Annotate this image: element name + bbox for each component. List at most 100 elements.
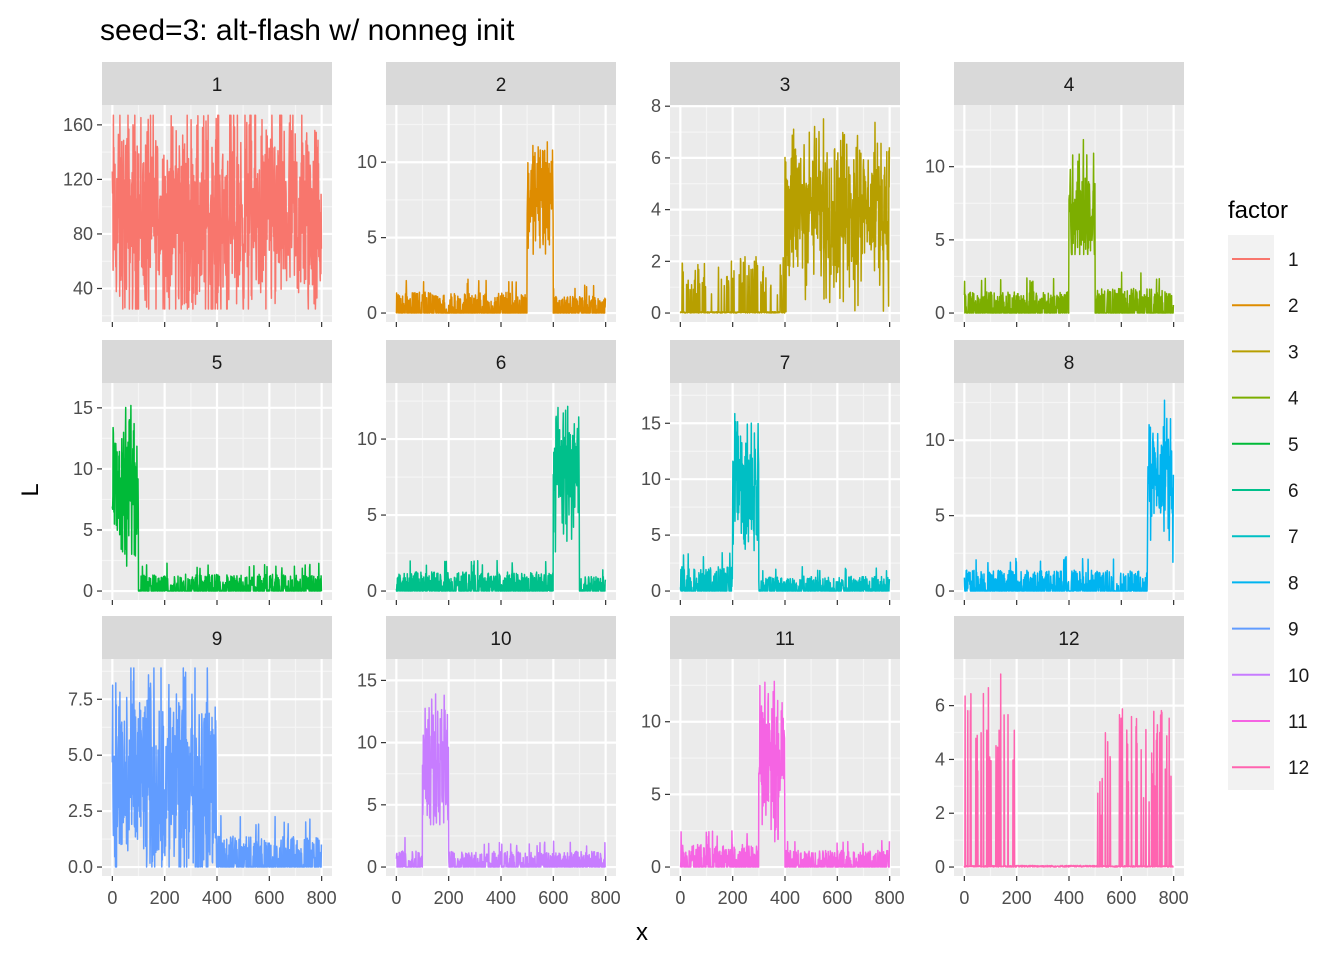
y-tick-label: 6 [935, 696, 945, 716]
legend-label: 3 [1288, 342, 1299, 363]
y-tick-label: 0 [651, 581, 661, 601]
facet-strip [102, 616, 332, 659]
facet-strip-label: 6 [496, 353, 507, 374]
facet-strip-label: 11 [775, 629, 795, 650]
legend-item-10: 10 [1232, 666, 1309, 687]
y-tick-label: 160 [63, 115, 93, 135]
x-tick-label: 0 [107, 888, 117, 908]
legend-item-6: 6 [1232, 481, 1299, 502]
x-tick-label: 400 [486, 888, 516, 908]
y-tick-label: 5.0 [68, 745, 93, 765]
y-tick-label: 5 [367, 795, 377, 815]
y-tick-label: 10 [641, 469, 661, 489]
x-tick-label: 200 [434, 888, 464, 908]
y-tick-label: 15 [73, 398, 93, 418]
facet-strip-label: 3 [780, 75, 791, 96]
y-tick-label: 10 [641, 712, 661, 732]
y-tick-label: 4 [935, 749, 945, 769]
facet-strip [670, 616, 900, 659]
series-line-factor-8 [963, 399, 1175, 592]
y-tick-label: 10 [73, 459, 93, 479]
legend-label: 7 [1288, 527, 1299, 548]
y-tick-label: 120 [63, 169, 93, 189]
facet-panel-11: 11 0 5 10 0 200 400 600 800 [641, 616, 905, 908]
x-tick-label: 400 [770, 888, 800, 908]
series-line-factor-7 [679, 412, 891, 592]
y-tick-label: 5 [651, 525, 661, 545]
x-tick-label: 600 [538, 888, 568, 908]
legend-item-5: 5 [1232, 435, 1299, 456]
legend-label: 1 [1288, 250, 1299, 271]
y-tick-label: 5 [935, 230, 945, 250]
x-tick-label: 200 [718, 888, 748, 908]
x-axis-title: x [636, 919, 648, 946]
legend-label: 6 [1288, 481, 1299, 502]
series-line-factor-5 [111, 404, 323, 592]
y-tick-label: 5 [651, 784, 661, 804]
x-tick-label: 0 [391, 888, 401, 908]
y-tick-label: 6 [651, 148, 661, 168]
x-tick-label: 800 [875, 888, 905, 908]
x-tick-label: 200 [150, 888, 180, 908]
facet-strip [102, 340, 332, 383]
x-tick-label: 800 [307, 888, 337, 908]
series-line-factor-9 [111, 667, 323, 868]
facet-strip [954, 62, 1184, 105]
y-tick-label: 0 [935, 303, 945, 323]
legend-item-2: 2 [1232, 296, 1299, 317]
y-tick-label: 15 [357, 670, 377, 690]
x-tick-label: 600 [254, 888, 284, 908]
legend-item-11: 11 [1232, 712, 1308, 733]
chart-title: seed=3: alt-flash w/ nonneg init [100, 14, 515, 47]
series-line-factor-2 [395, 141, 607, 314]
facet-panels: 1408012016020510302468405105051015605107… [63, 62, 1189, 908]
x-tick-label: 400 [1054, 888, 1084, 908]
series-line-factor-3 [679, 118, 891, 314]
y-axis-title: L [17, 483, 44, 496]
legend-item-7: 7 [1232, 527, 1299, 548]
legend-item-3: 3 [1232, 342, 1299, 363]
facet-strip [670, 340, 900, 383]
facet-strip-label: 2 [496, 75, 507, 96]
x-tick-label: 600 [1106, 888, 1136, 908]
y-tick-label: 4 [651, 200, 661, 220]
y-tick-label: 10 [357, 152, 377, 172]
y-tick-label: 5 [935, 506, 945, 526]
series-line-factor-11 [679, 680, 891, 868]
facet-strip [954, 616, 1184, 659]
legend-item-1: 1 [1232, 250, 1299, 271]
y-tick-label: 2 [651, 251, 661, 271]
facet-strip [102, 62, 332, 105]
facet-strip-label: 7 [780, 353, 791, 374]
facet-panel-6: 6 0 5 10 [357, 340, 616, 605]
y-tick-label: 0 [367, 303, 377, 323]
legend-title: factor [1228, 197, 1288, 224]
y-tick-label: 10 [357, 429, 377, 449]
y-tick-label: 0 [83, 581, 93, 601]
y-tick-label: 40 [73, 278, 93, 298]
facet-panel-5: 5 0 5 10 15 [73, 340, 332, 605]
facet-panel-1: 1 40 80 120 160 [63, 62, 332, 327]
y-tick-label: 15 [641, 413, 661, 433]
facet-strip-label: 8 [1064, 353, 1075, 374]
y-tick-label: 0 [935, 581, 945, 601]
series-line-factor-6 [395, 405, 607, 592]
x-tick-label: 0 [675, 888, 685, 908]
series-line-factor-1 [111, 114, 323, 310]
x-tick-label: 400 [202, 888, 232, 908]
facet-panel-2: 2 0 5 10 [357, 62, 616, 327]
y-tick-label: 0 [651, 857, 661, 877]
legend-key-panel [1228, 235, 1274, 790]
facet-panel-4: 4 0 5 10 [925, 62, 1184, 327]
y-tick-label: 10 [357, 733, 377, 753]
legend-label: 2 [1288, 296, 1299, 317]
facet-panel-3: 3 0 2 4 6 8 [651, 62, 900, 327]
y-tick-label: 5 [367, 505, 377, 525]
legend-label: 12 [1288, 758, 1309, 779]
y-tick-label: 10 [925, 157, 945, 177]
y-tick-label: 8 [651, 96, 661, 116]
legend-item-4: 4 [1232, 389, 1299, 410]
x-tick-label: 0 [959, 888, 969, 908]
